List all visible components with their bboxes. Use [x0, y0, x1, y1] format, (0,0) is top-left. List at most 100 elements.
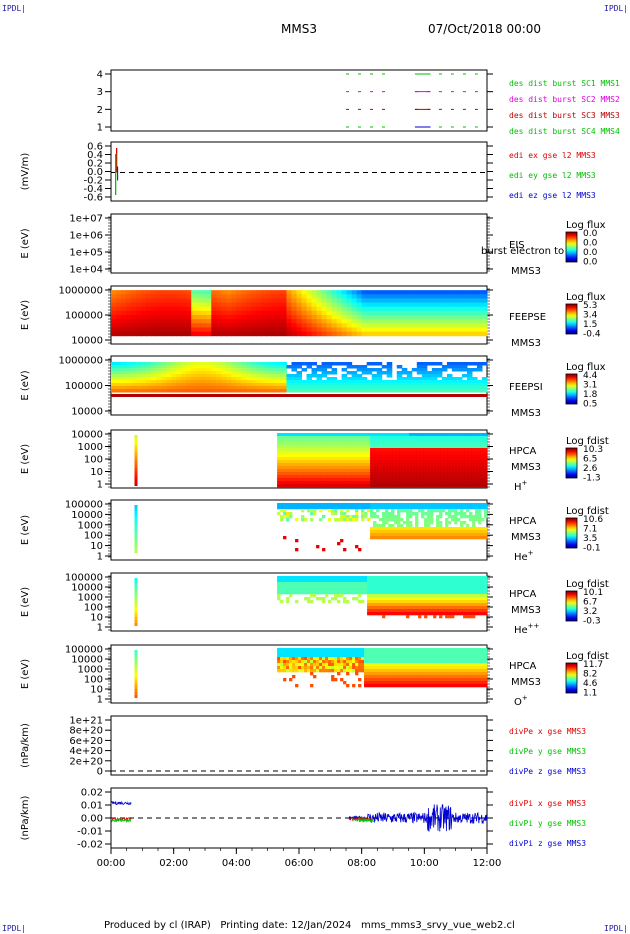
heatmap-cell — [376, 591, 380, 595]
heatmap-cell — [376, 310, 383, 316]
heatmap-cell — [146, 315, 152, 320]
heatmap-cell — [292, 666, 296, 670]
heatmap-cell — [352, 648, 356, 652]
heatmap-cell — [186, 371, 192, 375]
heatmap-cell — [134, 587, 138, 590]
heatmap-cell — [386, 306, 393, 312]
heatmap-cell — [361, 600, 365, 604]
species-label: H+ — [514, 479, 528, 493]
heatmap-cell — [406, 323, 413, 328]
heatmap-cell — [416, 327, 423, 333]
heatmap-cell — [421, 374, 428, 378]
heatmap-cell — [388, 524, 392, 528]
heatmap-cell — [367, 672, 371, 676]
heatmap-cell — [134, 435, 138, 438]
heatmap-cell — [471, 302, 478, 308]
heatmap-cell — [421, 585, 425, 589]
heatmap-cell — [346, 433, 350, 437]
heatmap-cell — [457, 591, 461, 595]
heatmap-cell — [206, 323, 212, 328]
heatmap-cell — [136, 315, 142, 320]
heatmap-cell — [337, 454, 341, 458]
heatmap-cell — [358, 503, 362, 507]
heatmap-cell — [280, 648, 284, 652]
heatmap-cell — [331, 466, 335, 470]
heatmap-cell — [295, 503, 299, 507]
heatmap-cell — [319, 460, 323, 464]
heatmap-cell — [346, 591, 350, 595]
heatmap-cell — [421, 503, 425, 507]
heatmap-cell — [356, 383, 363, 387]
heatmap-cell — [161, 310, 167, 316]
heatmap-cell — [271, 294, 277, 299]
heatmap-cell — [277, 576, 281, 580]
heatmap-cell — [352, 654, 356, 658]
heatmap-cell — [316, 436, 320, 440]
heatmap-cell — [322, 651, 326, 655]
heatmap-cell — [412, 600, 416, 604]
heatmap-cell — [400, 576, 404, 580]
heatmap-cell — [211, 374, 217, 378]
heatmap-cell — [328, 579, 332, 583]
heatmap-cell — [304, 591, 308, 595]
heatmap-cell — [319, 506, 323, 510]
heatmap-cell — [337, 663, 341, 667]
heatmap-cell — [400, 451, 404, 455]
heatmap-cell — [116, 383, 122, 387]
heatmap-cell — [446, 319, 453, 324]
heatmap-cell — [445, 521, 449, 525]
heatmap-cell — [415, 454, 419, 458]
heatmap-cell — [373, 469, 377, 473]
heatmap-cell — [307, 591, 311, 595]
heatmap-cell — [319, 463, 323, 467]
heatmap-cell — [121, 380, 127, 384]
heatmap-cell — [337, 460, 341, 464]
heatmap-cell — [352, 448, 356, 452]
heatmap-cell — [176, 389, 182, 393]
heatmap-cell — [426, 386, 433, 390]
heatmap-cell — [379, 448, 383, 452]
heatmap-cell — [166, 323, 172, 328]
heatmap-cell — [171, 368, 177, 372]
heatmap-cell — [134, 590, 138, 593]
heatmap-cell — [385, 515, 389, 519]
heatmap-cell — [346, 484, 350, 488]
heatmap-cell — [385, 466, 389, 470]
heatmap-cell — [412, 594, 416, 598]
heatmap-cell — [298, 439, 302, 443]
heatmap-cell — [337, 472, 341, 476]
heatmap-cell — [367, 466, 371, 470]
heatmap-cell — [276, 323, 282, 328]
heatmap-cell — [146, 290, 152, 295]
heatmap-cell — [186, 323, 192, 328]
heatmap-cell — [385, 463, 389, 467]
heatmap-cell — [319, 582, 323, 586]
heatmap-cell — [292, 675, 296, 679]
heatmap-cell — [475, 585, 479, 589]
heatmap-cell — [484, 439, 488, 443]
heatmap-cell — [376, 472, 380, 476]
heatmap-cell — [301, 306, 308, 312]
heatmap-cell — [206, 383, 212, 387]
heatmap-cell — [400, 454, 404, 458]
heatmap-cell — [445, 448, 449, 452]
heatmap-cell — [451, 600, 455, 604]
heatmap-cell — [289, 484, 293, 488]
heatmap-cell — [325, 436, 329, 440]
heatmap-cell — [271, 290, 277, 295]
heatmap-cell — [376, 362, 383, 366]
heatmap-cell — [166, 389, 172, 393]
heatmap-cell — [400, 509, 404, 513]
heatmap-cell — [376, 368, 383, 372]
heatmap-cell — [416, 290, 423, 295]
heatmap-cell — [246, 389, 252, 393]
heatmap-cell — [298, 651, 302, 655]
heatmap-cell — [277, 597, 281, 601]
heatmap-cell — [352, 585, 356, 589]
heatmap-cell — [161, 302, 167, 308]
heatmap-cell — [481, 484, 485, 488]
heatmap-cell — [430, 475, 434, 479]
heatmap-cell — [166, 306, 172, 312]
heatmap-cell — [373, 466, 377, 470]
heatmap-cell — [427, 475, 431, 479]
